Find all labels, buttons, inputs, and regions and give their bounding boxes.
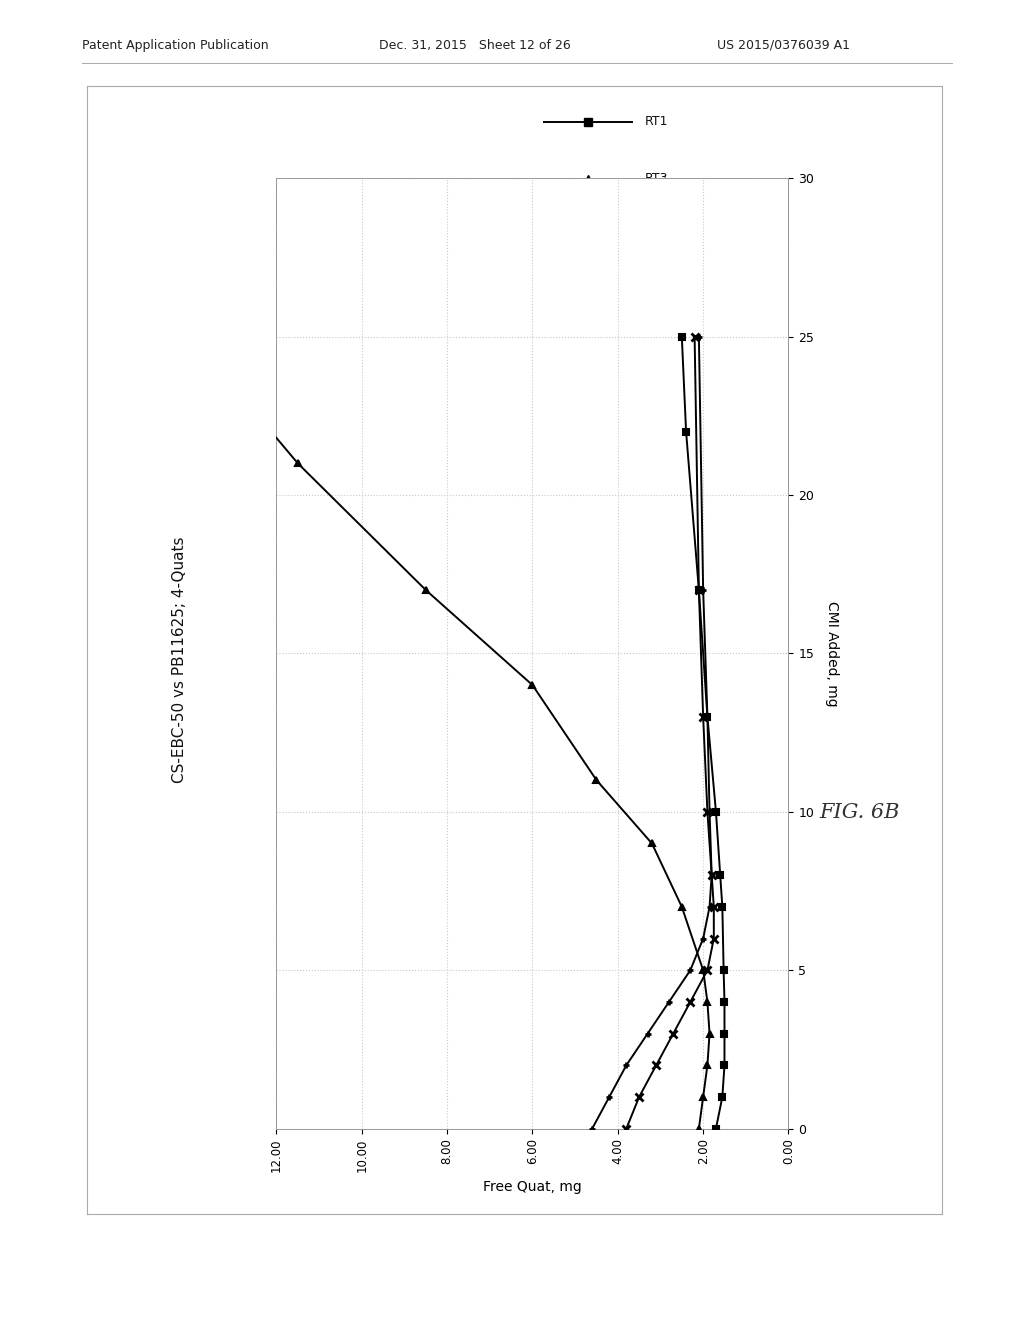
RT5	[697, 709, 710, 725]
RT5	[692, 582, 705, 598]
RT1	[719, 1026, 731, 1041]
RT5	[668, 1026, 680, 1041]
RT6	[621, 1057, 633, 1073]
RT6	[692, 329, 705, 345]
RT5	[701, 962, 714, 978]
RT3	[692, 1121, 705, 1137]
RT6	[706, 867, 718, 883]
Line: RT3: RT3	[187, 333, 713, 1133]
RT3	[697, 962, 710, 978]
Y-axis label: CMI Added, mg: CMI Added, mg	[825, 601, 840, 706]
X-axis label: Free Quat, mg: Free Quat, mg	[483, 1180, 582, 1195]
Line: RT5: RT5	[623, 333, 718, 1133]
RT5	[706, 867, 718, 883]
RT1	[718, 962, 730, 978]
RT6	[697, 931, 710, 946]
RT5	[708, 899, 720, 915]
RT1	[714, 867, 726, 883]
RT1	[716, 1089, 728, 1105]
RT3	[697, 1089, 710, 1105]
RT1	[719, 994, 731, 1010]
RT3	[701, 1057, 714, 1073]
Text: Patent Application Publication: Patent Application Publication	[82, 38, 268, 51]
Text: US 2015/0376039 A1: US 2015/0376039 A1	[717, 38, 850, 51]
Text: RT5: RT5	[645, 230, 669, 243]
RT5	[688, 329, 700, 345]
RT6	[586, 1121, 598, 1137]
RT3	[676, 899, 688, 915]
RT3	[185, 329, 198, 345]
RT3	[526, 677, 539, 693]
RT6	[697, 582, 710, 598]
Text: CS-EBC-50 vs PB11625; 4-Quats: CS-EBC-50 vs PB11625; 4-Quats	[172, 537, 186, 783]
RT1	[692, 582, 705, 598]
Text: RT1: RT1	[645, 115, 669, 128]
RT6	[603, 1089, 615, 1105]
RT3	[646, 836, 658, 851]
RT1	[676, 329, 688, 345]
Text: FIG. 6B: FIG. 6B	[819, 804, 900, 822]
RT5	[621, 1121, 633, 1137]
RT1	[680, 424, 692, 440]
Text: Dec. 31, 2015   Sheet 12 of 26: Dec. 31, 2015 Sheet 12 of 26	[379, 38, 570, 51]
RT5	[650, 1057, 663, 1073]
RT6	[701, 709, 714, 725]
RT6	[641, 1026, 654, 1041]
RT3	[420, 582, 432, 598]
RT5	[701, 804, 714, 820]
RT1	[701, 709, 714, 725]
Line: RT6: RT6	[589, 333, 715, 1133]
RT5	[708, 931, 720, 946]
RT1	[710, 1121, 722, 1137]
RT3	[590, 772, 602, 788]
RT1	[710, 804, 722, 820]
RT3	[703, 1026, 716, 1041]
Text: RT3: RT3	[645, 173, 669, 186]
RT6	[684, 962, 696, 978]
RT3	[292, 455, 304, 471]
RT6	[703, 899, 716, 915]
RT5	[633, 1089, 645, 1105]
RT6	[663, 994, 675, 1010]
RT1	[716, 899, 728, 915]
RT5	[684, 994, 696, 1010]
Line: RT1: RT1	[678, 333, 728, 1133]
RT1	[719, 1057, 731, 1073]
Text: RT6: RT6	[645, 286, 669, 300]
RT6	[703, 804, 716, 820]
RT3	[701, 994, 714, 1010]
